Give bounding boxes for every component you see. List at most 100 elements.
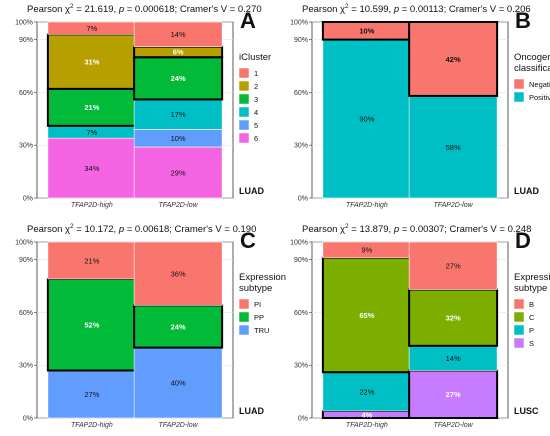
data-label: 65% <box>359 311 374 320</box>
stat-chi-value: = 10.172, <box>74 224 119 235</box>
bar-segment <box>46 277 137 372</box>
y-tick-label: 0% <box>298 416 308 423</box>
bar-segment <box>408 345 498 371</box>
y-tick-label: 0% <box>23 196 33 203</box>
panel-letter: D <box>515 228 531 253</box>
legend-swatch <box>513 324 525 336</box>
bar-segment <box>408 95 498 199</box>
legend-swatch <box>238 324 250 336</box>
data-label: 52% <box>84 321 99 330</box>
y-tick-label: 90% <box>294 257 308 264</box>
stat-rest: = 0.000618; Cramer's V = 0.270 <box>124 4 262 15</box>
cancer-type-label: LUAD <box>514 186 539 196</box>
legend-item-label: S <box>529 339 534 348</box>
data-label: 58% <box>446 143 461 152</box>
legend-swatch <box>513 78 525 90</box>
y-tick-label: 100% <box>15 20 33 27</box>
cancer-type-label: LUSC <box>514 406 539 416</box>
legend-swatch <box>513 91 525 103</box>
legend-item-label: 1 <box>254 69 258 78</box>
y-tick-label: 100% <box>290 240 308 247</box>
legend-item-label: 3 <box>254 95 258 104</box>
stat-p-symbol: p <box>393 224 399 235</box>
stat-title: Pearson χ2 = 10.172, p = 0.00618; Cramer… <box>27 223 256 235</box>
panel-letter: A <box>240 8 256 33</box>
stat-rest: = 0.00618; Cramer's V = 0.190 <box>124 224 256 235</box>
data-label: 27% <box>446 262 461 271</box>
bar-segment <box>133 241 223 306</box>
stat-chi-label: Pearson χ <box>27 4 70 15</box>
legend-item-label: TRU <box>254 326 269 335</box>
y-tick-label: 90% <box>294 37 308 44</box>
legend-title: Expression <box>239 272 286 283</box>
legend-item-label: 6 <box>254 134 258 143</box>
bar-segment <box>47 370 137 419</box>
data-label: 21% <box>84 256 99 265</box>
legend-item-label: PP <box>254 313 264 322</box>
bar-segment <box>47 137 137 199</box>
legend-item-label: 4 <box>254 108 258 117</box>
legend-swatch <box>238 93 250 105</box>
panel-a: Pearson χ2 = 21.619, p = 0.000618; Crame… <box>15 3 271 209</box>
stat-p-symbol: p <box>118 4 124 15</box>
data-label: 6% <box>173 48 184 57</box>
cancer-type-label: LUAD <box>239 186 264 196</box>
legend-item-label: P <box>529 326 534 335</box>
stat-p-symbol: p <box>118 224 124 235</box>
legend-swatch <box>238 132 250 144</box>
data-label: 27% <box>84 390 99 399</box>
legend-swatch <box>238 311 250 323</box>
bar-segment <box>321 256 412 374</box>
data-label: 9% <box>361 246 372 255</box>
data-label: 42% <box>446 55 461 64</box>
data-label: 4% <box>361 410 372 419</box>
data-label: 17% <box>171 110 186 119</box>
legend-item-label: Negative <box>529 80 550 89</box>
data-label: 32% <box>446 313 461 322</box>
legend-title: classification <box>514 63 550 74</box>
data-label: 14% <box>171 30 186 39</box>
x-tick-label: TFAP2D-low <box>434 202 474 209</box>
legend-title: Oncogene <box>514 52 550 63</box>
legend-swatch <box>238 80 250 92</box>
stat-rest: = 0.00113; Cramer's V = 0.206 <box>399 4 531 15</box>
x-tick-label: TFAP2D-low <box>159 202 199 209</box>
y-tick-label: 60% <box>19 310 33 317</box>
cancer-type-label: LUAD <box>239 406 264 416</box>
legend-title: subtype <box>514 283 547 294</box>
panel-d: Pearson χ2 = 13.879, p = 0.00307; Cramer… <box>290 223 550 429</box>
data-label: 31% <box>84 57 99 66</box>
legend-swatch <box>238 106 250 118</box>
legend-swatch <box>238 298 250 310</box>
data-label: 10% <box>359 27 374 36</box>
data-label: 14% <box>446 354 461 363</box>
y-tick-label: 100% <box>290 20 308 27</box>
bar-segment <box>133 21 223 47</box>
x-tick-label: TFAP2D-high <box>346 422 388 429</box>
stat-chi-label: Pearson χ <box>302 224 345 235</box>
bar-segment <box>408 369 499 419</box>
data-label: 21% <box>84 103 99 112</box>
panel-letter: C <box>240 228 256 253</box>
legend-swatch <box>513 337 525 349</box>
bar-segment <box>47 241 137 280</box>
data-label: 36% <box>171 269 186 278</box>
data-label: 34% <box>84 164 99 173</box>
stat-p-symbol: p <box>393 4 399 15</box>
y-tick-label: 30% <box>294 143 308 150</box>
legend-swatch <box>238 119 250 131</box>
legend-swatch <box>513 298 525 310</box>
stat-superscript: 2 <box>70 3 74 10</box>
panel-b: Pearson χ2 = 10.599, p = 0.00113; Cramer… <box>290 3 550 209</box>
panel-c: Pearson χ2 = 10.172, p = 0.00618; Cramer… <box>15 223 286 429</box>
legend-title: Expression <box>514 272 550 283</box>
y-tick-label: 30% <box>294 363 308 370</box>
x-tick-label: TFAP2D-high <box>71 202 113 209</box>
data-label: 7% <box>86 128 97 137</box>
stat-title: Pearson χ2 = 13.879, p = 0.00307; Cramer… <box>302 223 531 235</box>
legend-title: subtype <box>239 283 272 294</box>
stat-chi-label: Pearson χ <box>27 224 70 235</box>
data-label: 27% <box>446 390 461 399</box>
y-tick-label: 90% <box>19 257 33 264</box>
